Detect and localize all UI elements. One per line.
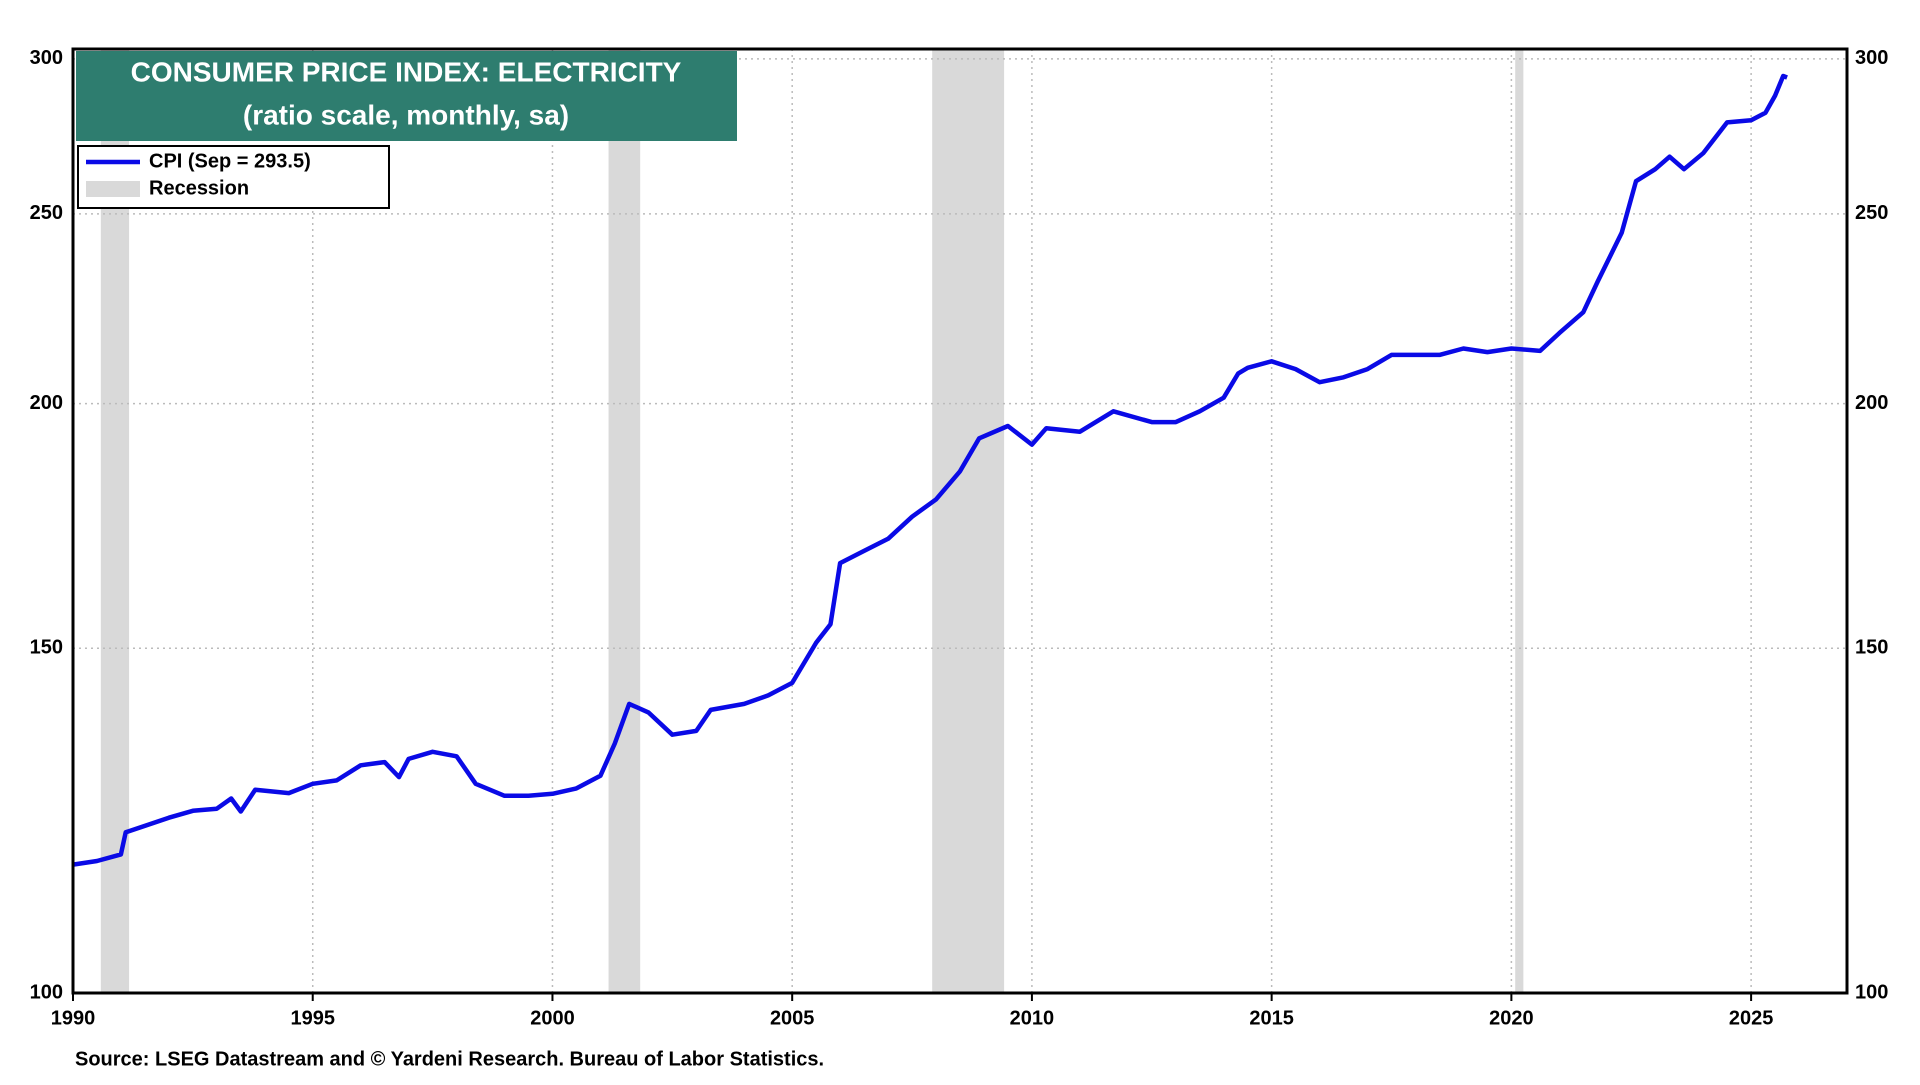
y2-tick-label: 300 [1855, 47, 1888, 69]
y2-tick-label: 150 [1855, 637, 1888, 659]
x-tick-label: 2015 [1249, 1007, 1294, 1029]
chart-title: CONSUMER PRICE INDEX: ELECTRICITY [131, 56, 682, 87]
cpi-line [72, 73, 1788, 867]
y-tick-label: 100 [30, 981, 63, 1003]
y2-tick-label: 100 [1855, 981, 1888, 1003]
x-tick-label: 1990 [51, 1007, 96, 1029]
x-tick-label: 2020 [1489, 1007, 1534, 1029]
y-tick-label: 200 [30, 392, 63, 414]
x-tick-label: 2010 [1010, 1007, 1055, 1029]
plot-frame [71, 47, 1849, 995]
recession-band [608, 49, 641, 993]
legend-label: Recession [149, 177, 249, 199]
legend-swatch [86, 181, 140, 197]
x-tick-label: 1995 [290, 1007, 335, 1029]
y-tick-label: 250 [30, 202, 63, 224]
y-tick-label: 300 [30, 47, 63, 69]
y2-tick-label: 250 [1855, 202, 1888, 224]
recession-band [1515, 49, 1524, 993]
source-note: Source: LSEG Datastream and © Yardeni Re… [75, 1048, 824, 1070]
x-tick-label: 2025 [1729, 1007, 1774, 1029]
x-tick-label: 2000 [530, 1007, 575, 1029]
y-tick-label: 150 [30, 637, 63, 659]
legend-label: CPI (Sep = 293.5) [149, 150, 311, 172]
x-tick-label: 2005 [770, 1007, 815, 1029]
legend-box [77, 145, 390, 209]
y2-tick-label: 200 [1855, 392, 1888, 414]
title-box [76, 51, 737, 141]
recession-band [932, 49, 1005, 993]
chart-subtitle: (ratio scale, monthly, sa) [243, 99, 569, 130]
